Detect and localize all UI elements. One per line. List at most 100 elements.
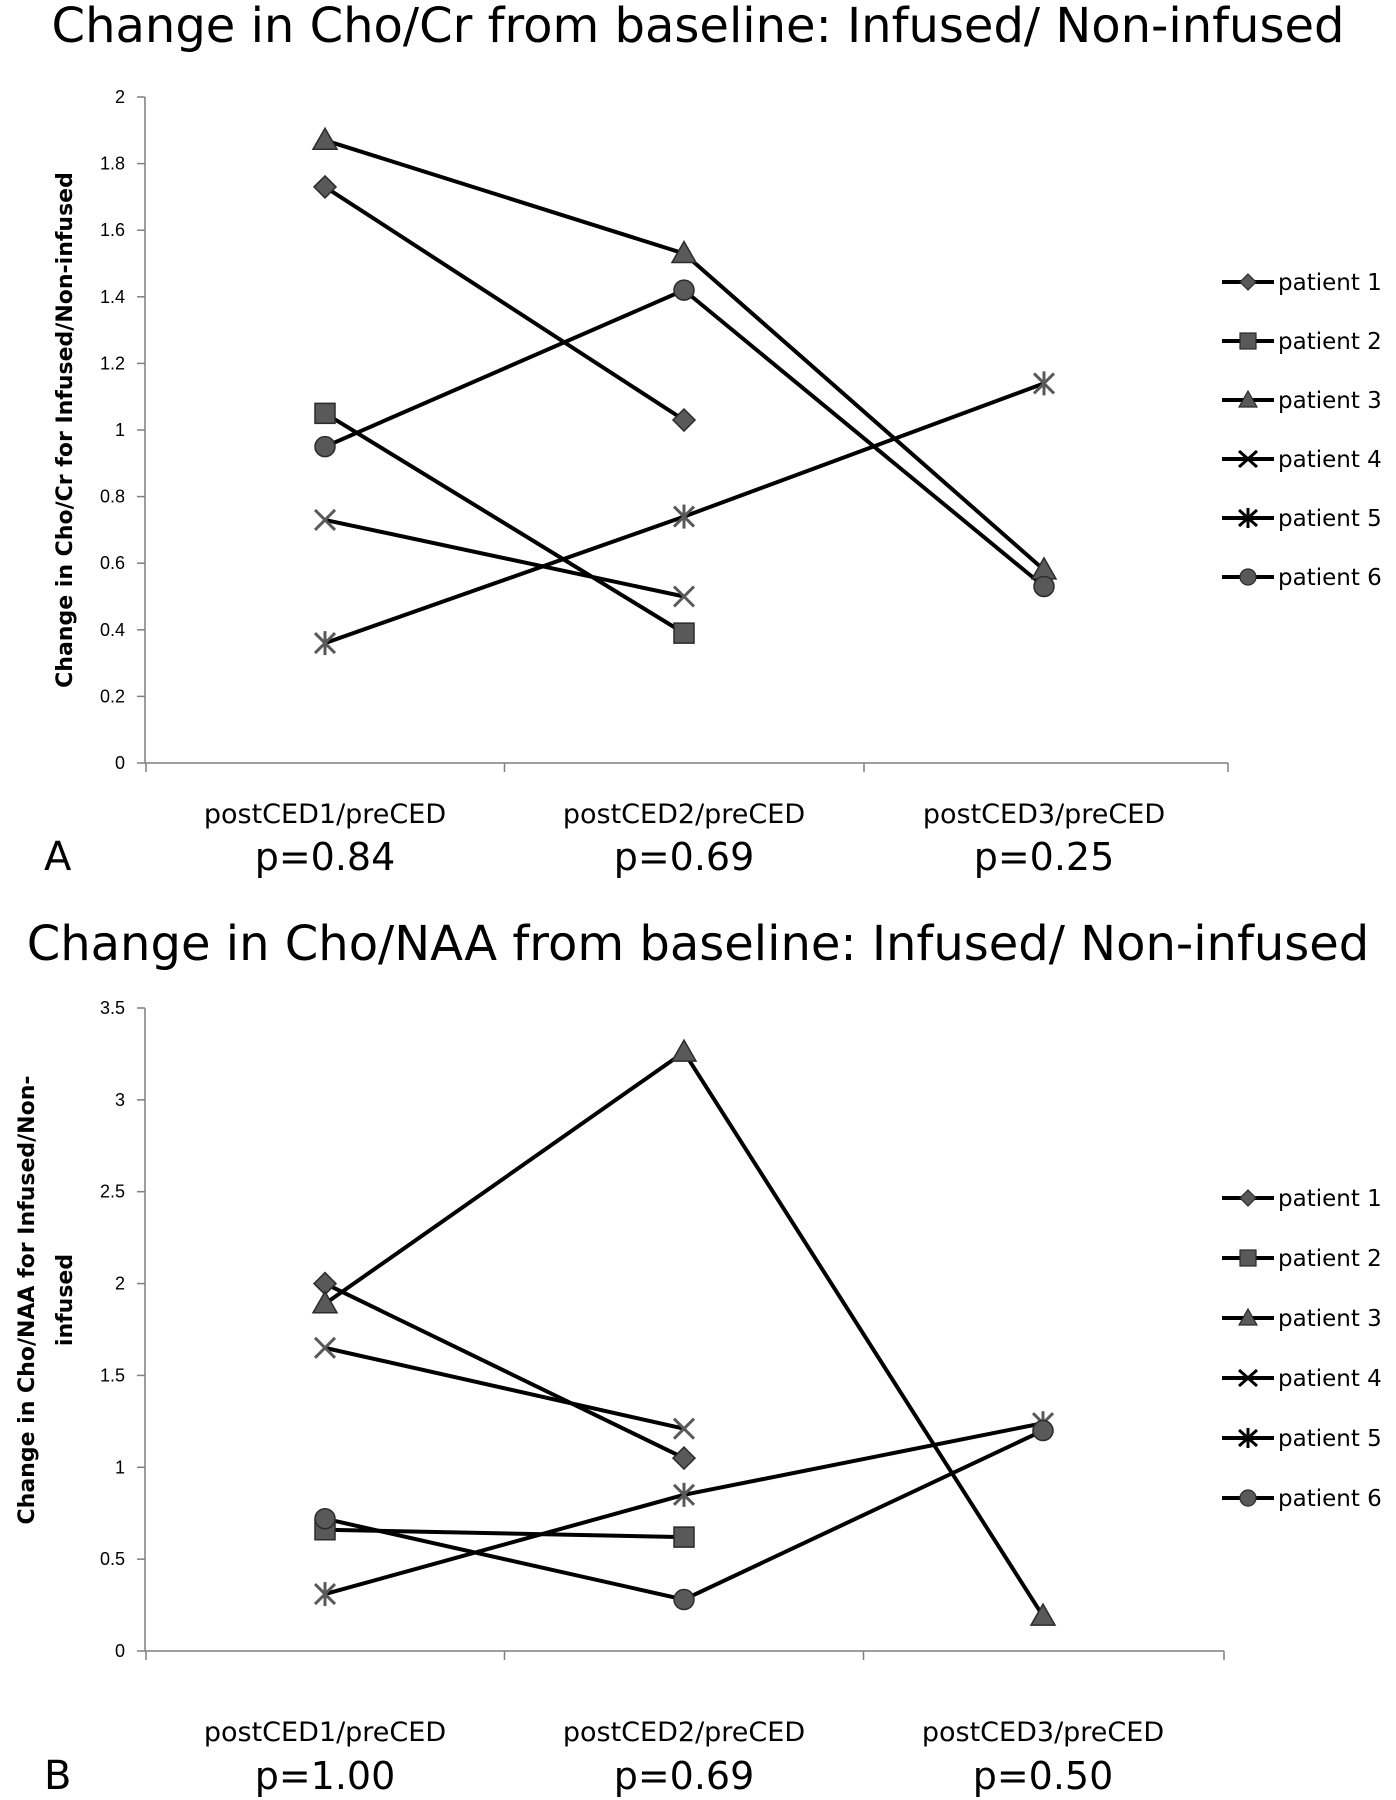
legend-label: patient 1 [1278, 270, 1382, 296]
axes [137, 1007, 1225, 1660]
chart-title: Change in Cho/Cr from baseline: Infused/… [52, 0, 1345, 54]
y-tick-label: 0.4 [100, 620, 125, 640]
legend-marker-square-icon [1239, 332, 1257, 350]
data-point-patient-2 [314, 402, 336, 425]
data-point-patient-2 [673, 622, 695, 644]
data-point-patient-6 [1032, 1419, 1054, 1442]
y-tick-label: 0.8 [100, 487, 125, 507]
chart-panel-a: Change in Cho/Cr from baseline: Infused/… [44, 0, 1382, 880]
legend-marker-asterisk-icon [1238, 1428, 1258, 1448]
data-point-patient-3 [1029, 1602, 1057, 1626]
data-point-patient-4 [313, 508, 337, 531]
data-point-patient-5 [313, 631, 337, 656]
y-tick-label: 0 [115, 1641, 125, 1661]
legend-marker-x-icon [1238, 1368, 1258, 1388]
y-tick-label: 0.2 [100, 686, 125, 706]
data-point-patient-6 [673, 279, 695, 301]
p-value-label: p=0.69 [614, 1754, 755, 1798]
legend-marker-x-icon [1238, 449, 1258, 469]
data-point-patient-5 [313, 1582, 337, 1607]
legend-marker-diamond-icon [1239, 1189, 1257, 1207]
series-markers-patient-5 [313, 1411, 1055, 1607]
p-value-label: p=0.69 [614, 835, 755, 879]
y-tick-label: 1 [115, 1457, 125, 1477]
legend-label: patient 6 [1278, 565, 1382, 591]
legend-marker-triangle-icon [1237, 389, 1259, 408]
data-point-patient-6 [673, 1588, 695, 1611]
y-tick-label: 3 [115, 1090, 125, 1110]
x-category-label: postCED1/preCED [204, 799, 446, 830]
data-point-patient-6 [314, 1507, 336, 1530]
series-markers-patient-1 [312, 174, 697, 433]
series-markers-patient-4 [313, 1336, 696, 1440]
y-tick-label: 0.5 [100, 1549, 125, 1569]
chart-b-svg: Change in Cho/NAA from baseline: Infused… [15, 916, 1382, 1799]
y-tick-label: 1.4 [100, 287, 125, 307]
series-markers-patient-4 [313, 508, 696, 608]
y-tick-label: 2.5 [100, 1182, 125, 1202]
p-value-label: p=0.84 [255, 835, 396, 879]
y-axis-label-line1: Change in Cho/NAA for Infused/Non- [15, 1076, 40, 1525]
series-line-patient-2 [323, 411, 686, 635]
y-tick-label: 1.2 [100, 353, 125, 373]
series-line-patient-1 [323, 185, 686, 422]
data-point-patient-5 [672, 504, 696, 529]
y-axis-label-line2: infused [53, 1254, 78, 1346]
data-point-patient-6 [314, 435, 336, 458]
data-point-patient-3 [311, 1290, 339, 1314]
axes [137, 96, 1229, 772]
legend-label: patient 3 [1278, 1306, 1382, 1332]
series-markers-patient-5 [313, 371, 1056, 656]
data-point-patient-4 [672, 585, 696, 608]
legend-label: patient 5 [1278, 1426, 1382, 1452]
data-point-patient-3 [670, 1038, 698, 1062]
chart-panel-b: Change in Cho/NAA from baseline: Infused… [0, 900, 1396, 1800]
legend-label: patient 4 [1278, 447, 1382, 473]
y-tick-label: 1.5 [100, 1365, 125, 1385]
legend-label: patient 2 [1278, 329, 1382, 355]
series-line-patient-1 [324, 1281, 685, 1460]
x-category-label: postCED3/preCED [923, 799, 1165, 830]
legend-label: patient 1 [1278, 1186, 1382, 1212]
legend: patient 1 patient 2 patient 3 patient 4 pati… [1222, 270, 1382, 591]
data-point-patient-3 [311, 126, 339, 151]
y-tick-label: 0 [115, 753, 125, 773]
data-point-patient-2 [673, 1526, 695, 1548]
legend-marker-square-icon [1239, 1249, 1257, 1267]
data-point-patient-4 [672, 1417, 696, 1440]
series-markers-patient-6 [314, 1419, 1054, 1611]
x-category-label: postCED3/preCED [922, 1717, 1164, 1748]
legend-marker-triangle-icon [1237, 1307, 1259, 1326]
chart-title: Change in Cho/NAA from baseline: Infused… [27, 916, 1370, 972]
p-value-label: p=0.50 [973, 1754, 1114, 1798]
legend: patient 1 patient 2 patient 3 patient 4 pati… [1222, 1186, 1382, 1512]
y-tick-label: 2 [115, 1274, 125, 1294]
x-category-label: postCED1/preCED [204, 1717, 446, 1748]
x-category-label: postCED2/preCED [563, 799, 805, 830]
data-point-patient-5 [1032, 371, 1056, 396]
data-point-patient-6 [1033, 575, 1055, 598]
data-point-patient-3 [670, 239, 698, 264]
series-line-patient-4 [324, 1345, 685, 1431]
x-category-label: postCED2/preCED [563, 1717, 805, 1748]
legend-label: patient 4 [1278, 1366, 1382, 1392]
series-line-patient-4 [324, 517, 685, 599]
data-point-patient-1 [671, 407, 697, 433]
y-tick-label: 3.5 [100, 998, 125, 1018]
legend-marker-asterisk-icon [1238, 508, 1258, 528]
legend-label: patient 2 [1278, 1246, 1382, 1272]
panel-letter: B [44, 1753, 71, 1799]
data-point-patient-1 [312, 174, 338, 199]
y-tick-label: 1.6 [100, 220, 125, 240]
legend-marker-circle-icon [1239, 1489, 1257, 1507]
series-markers-patient-6 [314, 279, 1055, 598]
legend-label: patient 6 [1278, 1486, 1382, 1512]
series-markers-patient-3 [311, 126, 1058, 580]
legend-marker-diamond-icon [1239, 273, 1257, 291]
y-tick-label: 1 [115, 420, 125, 440]
y-tick-label: 1.8 [100, 154, 125, 174]
data-point-patient-1 [671, 1446, 697, 1471]
panel-letter: A [44, 834, 72, 880]
data-point-patient-5 [672, 1482, 696, 1507]
p-value-label: p=0.25 [974, 835, 1115, 879]
